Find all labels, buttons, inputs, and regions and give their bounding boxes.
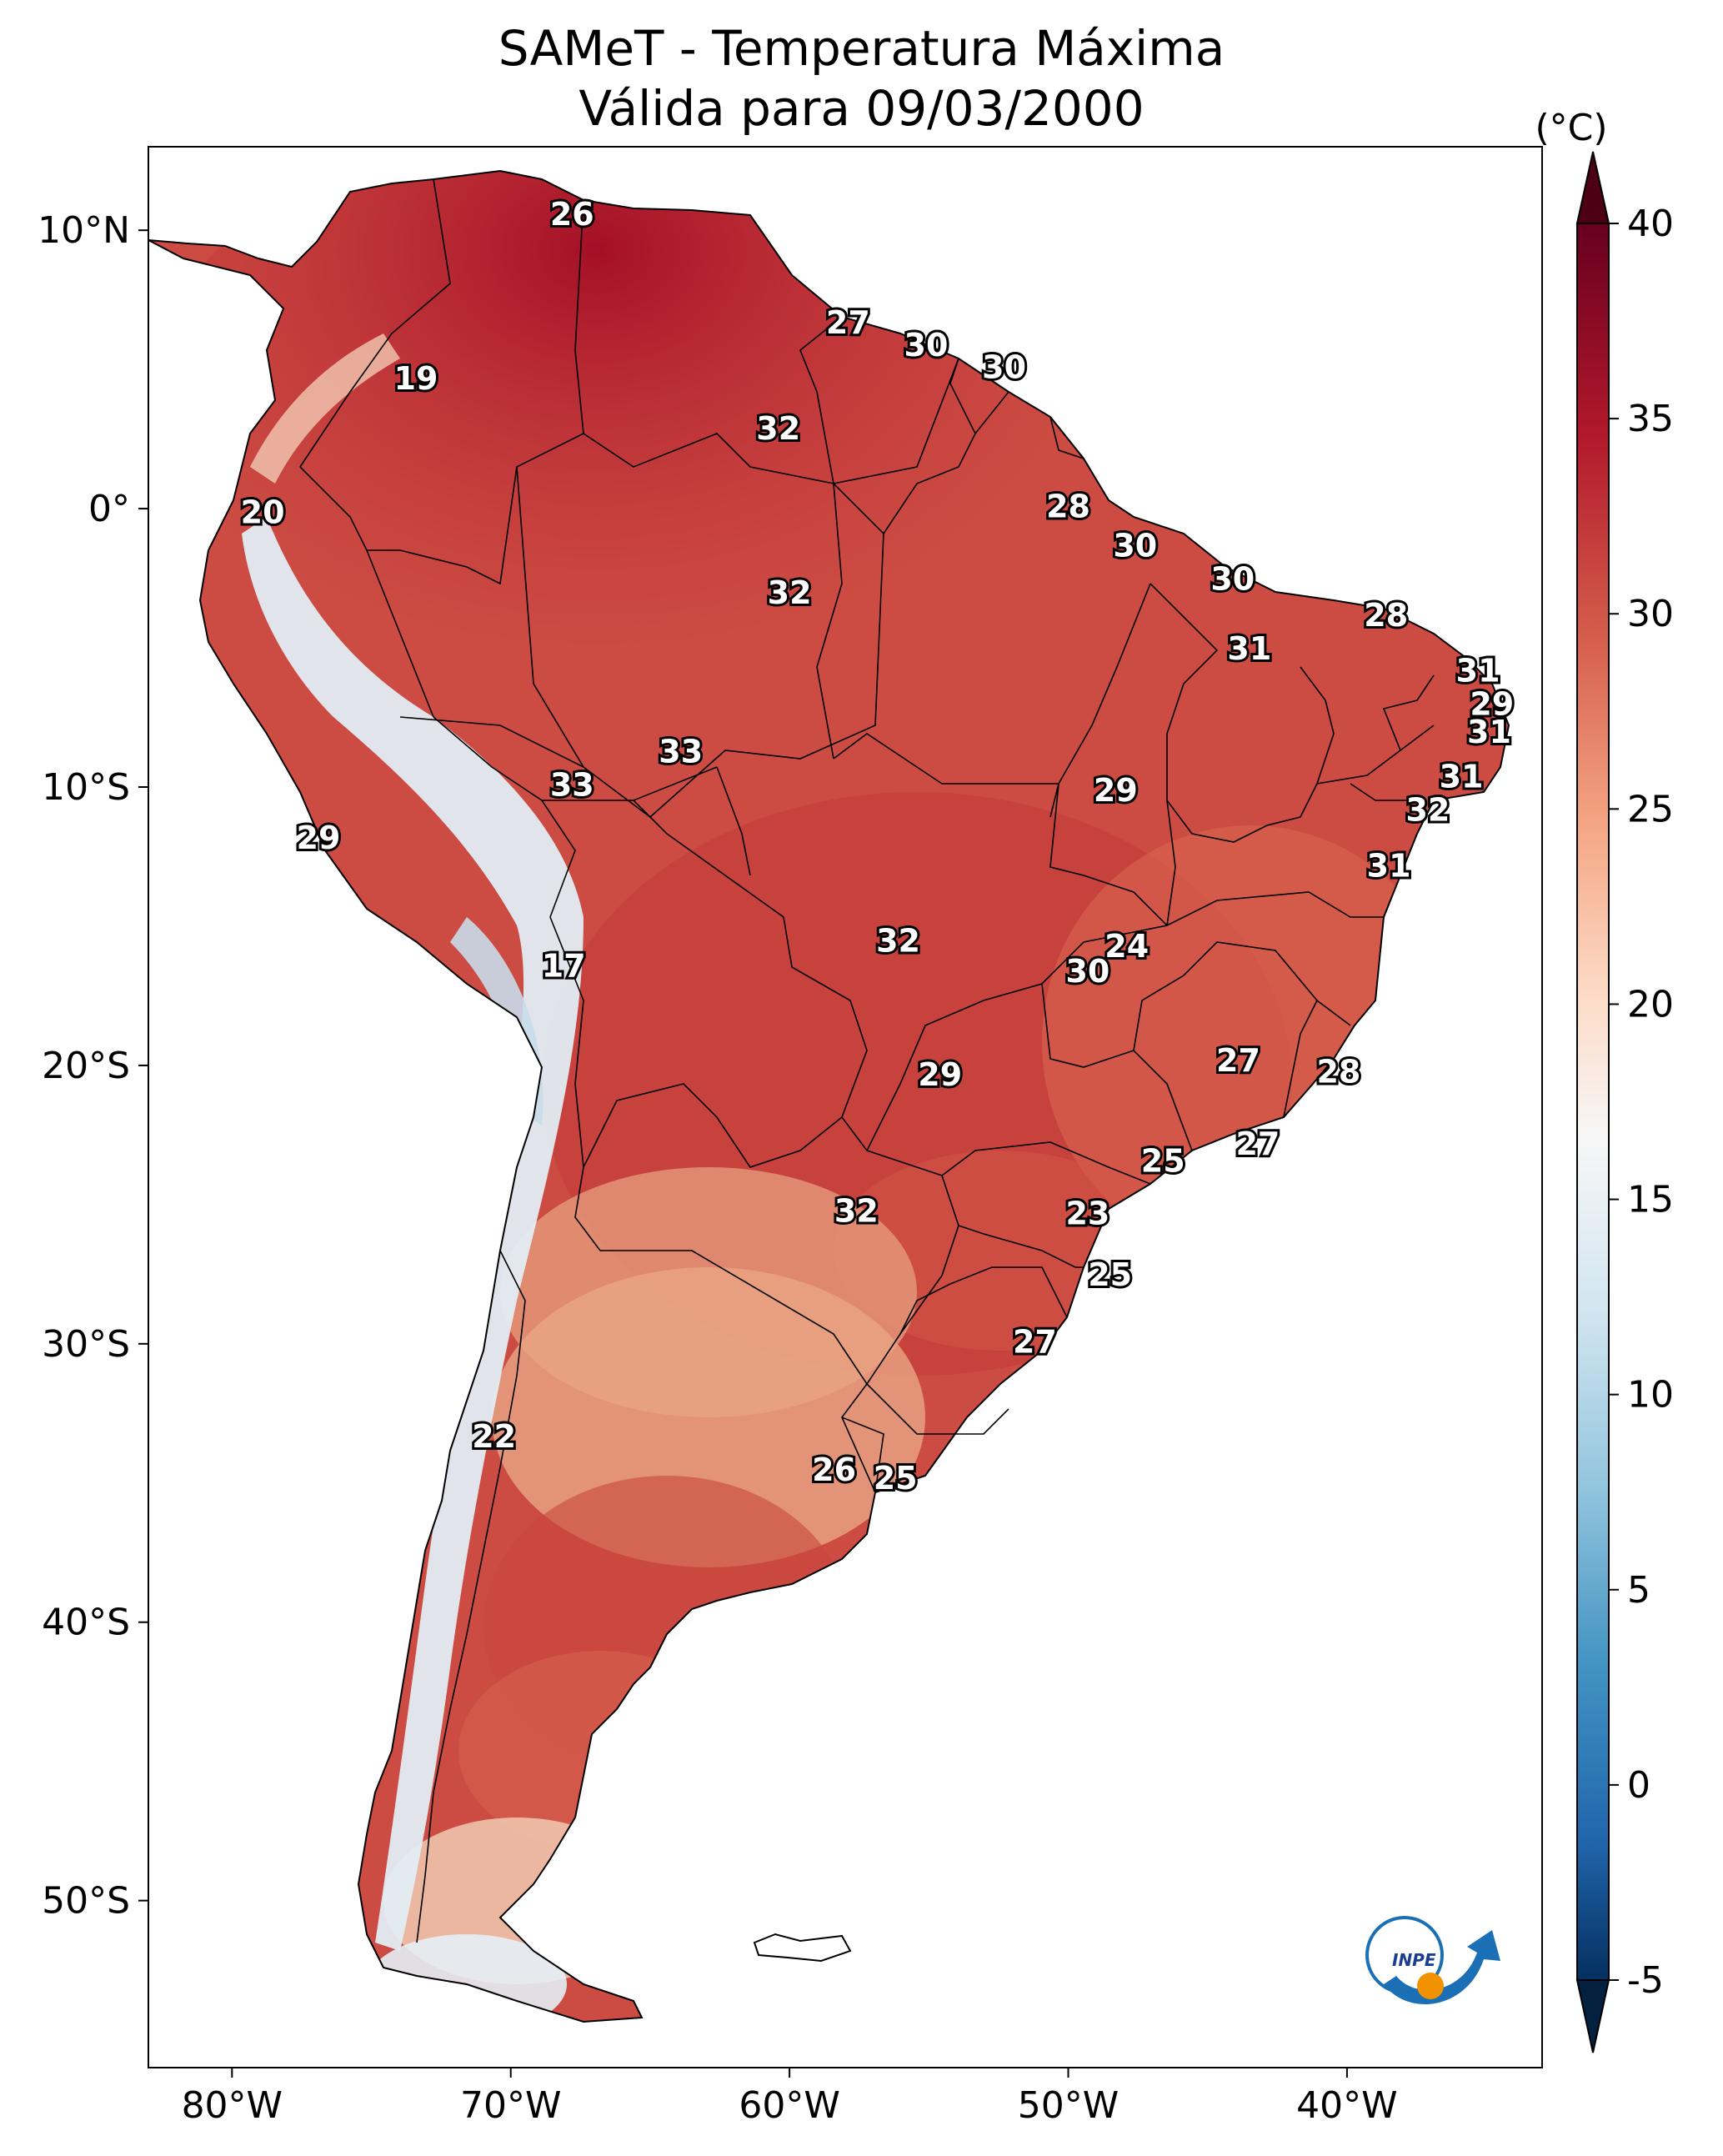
x-tick-label: 50°W — [1018, 2084, 1119, 2127]
coastline — [148, 169, 1510, 2023]
temperature-label: 28 — [1046, 489, 1090, 525]
temperature-label: 27 — [1235, 1126, 1280, 1162]
colorbar-ticks: 40 35 30 25 20 15 10 5 0 -5 — [1609, 203, 1674, 2002]
colorbar-bottom-triangle — [1575, 1979, 1610, 2053]
title-line-2: Válida para 09/03/2000 — [579, 80, 1144, 137]
colorbar-tick-label: 15 — [1627, 1179, 1674, 1221]
x-tick-label: 70°W — [460, 2084, 562, 2127]
political-borders — [299, 178, 1435, 1943]
colorbar-tick-label: 25 — [1627, 788, 1674, 830]
colorbar-tick-label: 35 — [1627, 398, 1674, 440]
temperature-label: 27 — [1216, 1042, 1260, 1079]
y-tick-label: 30°S — [42, 1323, 130, 1366]
x-axis-ticks: 80°W 70°W 60°W 50°W 40°W — [182, 2068, 1398, 2127]
temperature-label: 25 — [1141, 1142, 1185, 1179]
temperature-label: 31 — [1440, 758, 1484, 795]
temperature-label: 32 — [1405, 792, 1450, 829]
colorbar-top-triangle — [1575, 151, 1610, 224]
temperature-label: 31 — [1227, 630, 1271, 667]
colorbar-bar — [1576, 223, 1610, 1981]
colorbar-tick-label: 30 — [1627, 593, 1674, 635]
temperature-label: 30 — [1065, 953, 1109, 990]
temperature-label: 26 — [812, 1452, 856, 1488]
temperature-label: 28 — [1364, 597, 1408, 634]
x-tick-label: 40°W — [1296, 2084, 1398, 2127]
temperature-label: 31 — [1456, 653, 1500, 689]
temperature-label: 27 — [1013, 1323, 1057, 1360]
x-tick-label: 60°W — [739, 2084, 840, 2127]
x-tick-label: 80°W — [182, 2084, 283, 2127]
logo-sun-icon — [1417, 1973, 1444, 1999]
map-title: SAMeT - Temperatura Máxima Válida para 0… — [0, 18, 1723, 138]
falkland-islands — [753, 1933, 852, 1963]
temperature-label: 25 — [1088, 1256, 1132, 1293]
temperature-label: 17 — [542, 948, 586, 985]
y-tick-label: 40°S — [42, 1602, 130, 1644]
colorbar-tick-label: 5 — [1627, 1569, 1650, 1612]
colorbar-unit-label: (°C) — [1535, 107, 1607, 149]
temperature-label: 23 — [1065, 1196, 1109, 1232]
title-line-1: SAMeT - Temperatura Máxima — [498, 20, 1225, 77]
colorbar-tick-label: 20 — [1627, 983, 1674, 1025]
temperature-label: 30 — [1210, 560, 1255, 597]
y-tick-label: 20°S — [42, 1045, 130, 1087]
temperature-label: 27 — [826, 304, 870, 341]
temperature-label: 32 — [876, 922, 920, 959]
temperature-label: 30 — [1113, 527, 1157, 564]
temperature-label: 31 — [1367, 847, 1411, 884]
temperature-label: 22 — [472, 1418, 516, 1455]
temperature-label: 28 — [1316, 1053, 1360, 1090]
y-tick-label: 10°N — [38, 209, 130, 252]
temperature-label: 30 — [904, 327, 949, 364]
temperature-label: 24 — [1104, 928, 1149, 965]
temperature-label: 31 — [1467, 714, 1511, 750]
logo-text: INPE — [1392, 1950, 1436, 1970]
y-axis-ticks: 10°N 0° 10°S 20°S 30°S 40°S 50°S — [38, 209, 148, 1923]
colorbar-tick-label: 10 — [1627, 1374, 1674, 1416]
inpe-logo: INPE — [1365, 1916, 1500, 2004]
temperature-label: 33 — [659, 733, 703, 770]
colorbar: 40 35 30 25 20 15 10 5 0 -5 (°C) — [1535, 107, 1674, 2053]
temperature-label: 33 — [550, 767, 594, 804]
temperature-label: 19 — [394, 360, 438, 397]
temperature-label: 32 — [768, 574, 812, 611]
colorbar-tick-label: -5 — [1627, 1959, 1664, 2002]
colorbar-tick-label: 0 — [1627, 1764, 1650, 1807]
temperature-label: 25 — [874, 1460, 918, 1497]
temperature-label: 29 — [918, 1056, 962, 1093]
y-tick-label: 50°S — [42, 1880, 130, 1923]
temperature-label: 30 — [982, 349, 1026, 386]
temperature-label: 32 — [756, 410, 800, 447]
colorbar-tick-label: 40 — [1627, 203, 1674, 245]
y-tick-label: 10°S — [42, 766, 130, 809]
logo-arrow-icon — [1384, 1930, 1500, 2004]
temperature-label: 32 — [834, 1192, 879, 1229]
temperature-label: 20 — [241, 494, 285, 530]
temperature-label: 29 — [297, 820, 341, 856]
temperature-label: 29 — [1094, 772, 1138, 809]
y-tick-label: 0° — [88, 488, 130, 530]
temperature-label: 29 — [1470, 686, 1514, 723]
temperature-label: 26 — [550, 196, 594, 233]
